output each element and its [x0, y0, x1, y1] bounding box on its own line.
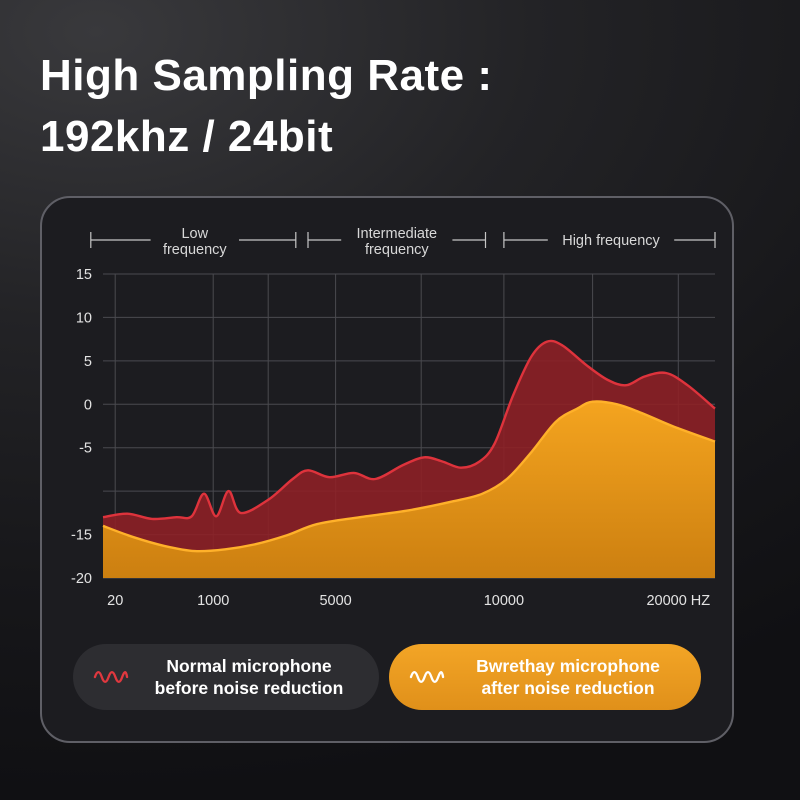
- frequency-response-chart: 15 10 5 0 -5 -15 -20 20 1000 5000 10000 20000 HZ Low…: [71, 226, 716, 609]
- svg-text:10000: 10000: [484, 593, 524, 609]
- legend-after-pill: Bwrethay microphone after noise reductio…: [389, 644, 701, 710]
- red-wave-icon: [93, 670, 129, 684]
- legend-after-line1: Bwrethay microphone: [476, 655, 660, 676]
- svg-text:5: 5: [84, 354, 92, 370]
- title-line2: 192khz / 24bit: [40, 111, 334, 161]
- legend-before-line2: before noise reduction: [154, 678, 344, 698]
- chart-legend: Normal microphone before noise reduction…: [55, 644, 719, 710]
- svg-text:Intermediate: Intermediate: [356, 226, 437, 242]
- white-wave-icon: [409, 670, 445, 684]
- legend-before-label: Normal microphone before noise reduction: [139, 655, 359, 700]
- svg-text:5000: 5000: [319, 593, 351, 609]
- svg-text:1000: 1000: [197, 593, 229, 609]
- legend-after-label: Bwrethay microphone after noise reductio…: [455, 655, 681, 700]
- legend-before-pill: Normal microphone before noise reduction: [73, 644, 379, 710]
- svg-text:0: 0: [84, 397, 92, 413]
- svg-text:-15: -15: [71, 528, 92, 544]
- svg-text:-5: -5: [79, 441, 92, 457]
- svg-text:20000 HZ: 20000 HZ: [646, 593, 710, 609]
- series-after-line: [102, 400, 716, 553]
- chart-panel: 15 10 5 0 -5 -15 -20 20 1000 5000 10000 20000 HZ Low…: [40, 196, 734, 743]
- series-after-area: [103, 401, 715, 578]
- svg-text:High frequency: High frequency: [562, 233, 660, 249]
- svg-text:frequency: frequency: [365, 242, 429, 258]
- svg-text:20: 20: [107, 593, 123, 609]
- svg-text:frequency: frequency: [163, 242, 227, 258]
- svg-text:-20: -20: [71, 571, 92, 587]
- svg-text:Low: Low: [181, 226, 208, 242]
- legend-before-line1: Normal microphone: [166, 655, 332, 676]
- legend-after-line2: after noise reduction: [481, 678, 655, 698]
- series-before-line: [102, 339, 716, 521]
- svg-text:10: 10: [76, 310, 92, 326]
- page-title: High Sampling Rate : 192khz / 24bit: [40, 46, 492, 167]
- title-line1: High Sampling Rate :: [40, 51, 493, 100]
- svg-text:15: 15: [76, 267, 92, 283]
